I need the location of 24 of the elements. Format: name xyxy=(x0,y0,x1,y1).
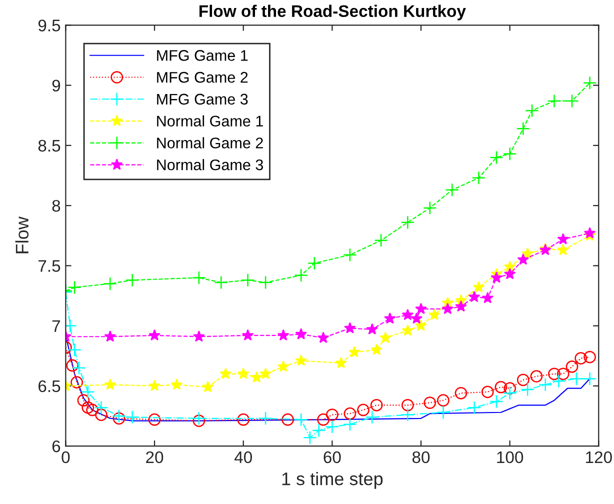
x-tick-label: 20 xyxy=(146,451,164,464)
y-tick-label: 7 xyxy=(52,320,60,332)
legend-label: Normal Game 3 xyxy=(157,159,263,170)
y-tick-label: 6.5 xyxy=(38,380,60,392)
x-tick-label: 100 xyxy=(497,451,524,464)
chart-title: Flow of the Road-Section Kurtkoy xyxy=(200,4,466,20)
y-tick-label: 6 xyxy=(52,440,60,452)
y-tick-label: 9.5 xyxy=(38,20,60,32)
x-tick-label: 60 xyxy=(324,451,341,464)
y-tick-label: 9 xyxy=(52,80,60,92)
legend-label: Normal Game 1 xyxy=(157,115,263,127)
y-tick-label: 7.5 xyxy=(38,260,60,272)
x-tick-label: 120 xyxy=(586,451,612,464)
legend-label: Normal Game 2 xyxy=(157,137,263,148)
legend-label: MFG Game 1 xyxy=(157,50,248,61)
x-tick-label: 80 xyxy=(412,451,430,464)
y-tick-label: 8 xyxy=(52,200,60,212)
x-tick-label: 0 xyxy=(62,451,70,464)
legend-label: MFG Game 2 xyxy=(157,72,248,83)
y-tick-label: 8.5 xyxy=(38,140,60,152)
y-axis-title: Flow xyxy=(15,216,29,254)
x-axis-title: 1 s time step xyxy=(282,472,383,489)
legend-label: MFG Game 3 xyxy=(157,94,248,105)
x-tick-label: 40 xyxy=(234,451,252,464)
